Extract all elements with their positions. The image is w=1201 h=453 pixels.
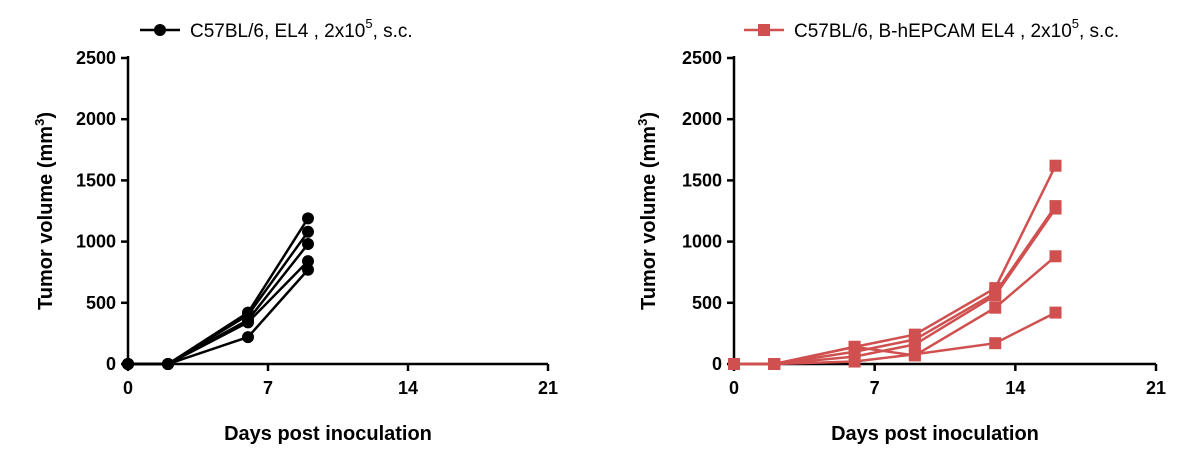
series-line-3 [734, 207, 1057, 366]
legend-label-superscript: 5 [1072, 16, 1079, 31]
y-axis-title-close: ) [638, 112, 660, 119]
y-axis-title-superscript: 3 [635, 119, 650, 126]
data-point [302, 225, 314, 238]
x-tick-label: 21 [1146, 378, 1166, 398]
y-tick-label: 1500 [76, 170, 116, 190]
data-point [728, 358, 740, 370]
legend-label-text: C57BL/6, B-hEPCAM EL4 , 2x10 [794, 21, 1072, 42]
series-line-5 [734, 311, 1057, 366]
y-tick-label: 1500 [682, 170, 722, 190]
y-tick-label: 2500 [76, 48, 116, 68]
data-point [242, 316, 254, 329]
legend-label-superscript: 5 [365, 16, 372, 31]
y-tick-label: 0 [106, 354, 116, 374]
data-point [989, 301, 1002, 314]
data-point [768, 358, 781, 370]
data-point [1049, 250, 1062, 263]
y-axis-title-close: ) [35, 112, 57, 119]
data-point [162, 358, 174, 370]
y-tick-label: 500 [86, 293, 116, 313]
legend-label-text: C57BL/6, EL4 , 2x10 [190, 21, 365, 42]
y-axis-title-superscript: 3 [32, 119, 47, 126]
data-point [1049, 202, 1062, 215]
series-line-1 [128, 217, 310, 366]
data-point [302, 263, 314, 276]
y-axis-title: Tumor volume (mm3) [635, 112, 660, 310]
chart-panel-2: 0 500 1000 1500 2000 2500 0 7 14 21 Days post inoc… [635, 16, 1166, 445]
series-line-2 [128, 231, 310, 366]
data-point [122, 358, 134, 370]
data-point [302, 238, 314, 251]
data-point [302, 212, 314, 225]
x-tick-label: 0 [123, 378, 133, 398]
data-point [989, 289, 1002, 302]
y-tick-label: 2000 [76, 109, 116, 129]
y-axis-title-text: Tumor volume (mm [35, 126, 57, 310]
x-axis-title: Days post inoculation [831, 423, 1039, 445]
x-tick-label: 14 [398, 378, 418, 398]
y-tick-label: 2000 [682, 109, 722, 129]
y-tick-label: 1000 [76, 232, 116, 252]
legend-label-suffix: , s.c. [373, 21, 413, 42]
chart-panel-1: 0 500 1000 1500 2000 2500 0 7 14 21 Days post inoc… [32, 16, 558, 445]
legend-marker [758, 24, 770, 36]
y-tick-label: 0 [712, 354, 722, 374]
x-axis-title: Days post inoculation [224, 423, 432, 445]
legend-marker [154, 24, 166, 36]
x-tick-label: 14 [1005, 378, 1025, 398]
y-tick-label: 1000 [682, 232, 722, 252]
y-axis-title-text: Tumor volume (mm [638, 126, 660, 310]
data-point [908, 348, 921, 361]
data-point [989, 337, 1002, 350]
series-line-2 [734, 205, 1057, 366]
data-point [848, 340, 861, 353]
y-axis-title: Tumor volume (mm3) [32, 112, 57, 310]
x-tick-label: 21 [538, 378, 558, 398]
data-point [1049, 306, 1062, 319]
data-point [302, 255, 314, 268]
data-point [1049, 159, 1062, 172]
y-tick-label: 500 [692, 293, 722, 313]
legend-label-suffix: , s.c. [1079, 21, 1119, 42]
x-tick-label: 7 [870, 378, 880, 398]
legend-label: C57BL/6, B-hEPCAM EL4 , 2x105, s.c. [794, 16, 1119, 42]
legend-label: C57BL/6, EL4 , 2x105, s.c. [190, 16, 413, 42]
data-point [848, 355, 861, 368]
data-point [908, 338, 921, 351]
series-line-5 [128, 268, 309, 366]
data-point [242, 331, 254, 344]
series-line-1 [734, 165, 1057, 366]
y-tick-label: 2500 [682, 48, 722, 68]
x-tick-label: 7 [263, 378, 273, 398]
x-tick-label: 0 [729, 378, 739, 398]
